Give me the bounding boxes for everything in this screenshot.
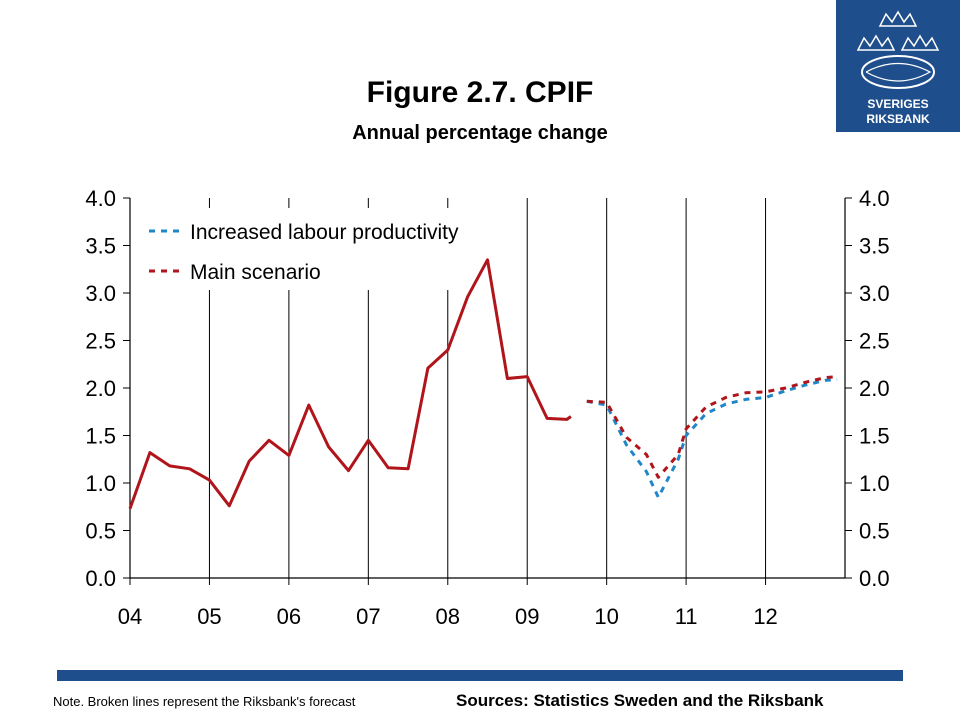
emblem-shield-icon [861,55,935,89]
legend-layer: Increased labour productivity Main scenar… [140,208,468,290]
legend-label: Increased labour productivity [190,221,459,244]
bottom-divider-bar [57,670,903,681]
x-tick-label: 05 [197,604,221,629]
right-y-tick-label: 1.5 [859,424,890,449]
legend-label: Main scenario [190,261,321,284]
x-tick-label: 07 [356,604,380,629]
axis-layer: 0.0 0.0 0.5 0.5 1.0 1.0 1.5 1.5 2.0 2.0 2.5 2.5 3.0 3… [85,186,889,629]
legend-box [140,208,468,290]
logo-text-line1: SVERIGES [867,97,928,111]
logo-text-line2: RIKSBANK [866,112,930,126]
series-line-cpif-outcome [128,258,572,510]
riksbank-logo: SVERIGES RIKSBANK [836,0,960,132]
x-tick-label: 06 [277,604,301,629]
left-y-tick-label: 2.0 [85,376,116,401]
forecast-note: Note. Broken lines represent the Riksban… [53,694,356,709]
series-layer [128,258,838,510]
x-tick-label: 04 [118,604,142,629]
left-y-tick-label: 3.5 [85,234,116,259]
right-y-tick-label: 3.0 [859,281,890,306]
x-tick-label: 12 [753,604,777,629]
right-y-tick-label: 0.0 [859,566,890,591]
left-y-tick-label: 1.5 [85,424,116,449]
left-y-tick-label: 1.0 [85,471,116,496]
chart-title: Figure 2.7. CPIF [366,76,594,109]
right-y-tick-label: 1.0 [859,471,890,496]
crown-icon [856,10,940,51]
chart-subtitle: Annual percentage change [352,122,608,144]
series-line-increased-productivity [586,378,838,499]
right-y-tick-label: 2.0 [859,376,890,401]
right-y-tick-label: 2.5 [859,329,890,354]
sources-text: Sources: Statistics Sweden and the Riksb… [456,691,824,710]
left-y-tick-label: 0.0 [85,566,116,591]
right-y-tick-label: 4.0 [859,186,890,211]
left-y-tick-label: 2.5 [85,329,116,354]
x-tick-label: 10 [594,604,618,629]
logo-background [836,0,960,132]
left-y-tick-label: 0.5 [85,519,116,544]
series-line-main-scenario [586,375,838,479]
left-y-tick-label: 3.0 [85,281,116,306]
right-y-tick-label: 3.5 [859,234,890,259]
x-tick-label: 08 [436,604,460,629]
right-y-tick-label: 0.5 [859,519,890,544]
x-tick-label: 11 [675,604,698,629]
x-tick-label: 09 [515,604,539,629]
left-y-tick-label: 4.0 [85,186,116,211]
